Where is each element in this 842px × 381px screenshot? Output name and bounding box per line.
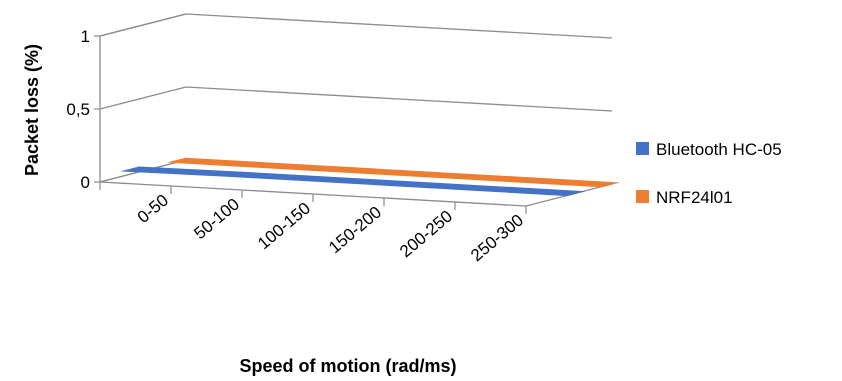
x-tick-label: 50-100 xyxy=(190,195,243,244)
y-axis-ticks: 00,51 xyxy=(66,27,100,192)
y-tick-label: 0,5 xyxy=(66,100,90,119)
gridline xyxy=(99,13,613,39)
x-tick-label: 200-250 xyxy=(396,207,456,262)
legend-label: NRF24l01 xyxy=(656,188,733,207)
series-ribbon-nrf24l01 xyxy=(166,157,621,188)
series-ribbons xyxy=(120,157,621,197)
x-tick-label: 150-200 xyxy=(325,203,385,258)
x-tick-label: 250-300 xyxy=(467,211,527,266)
legend-swatch xyxy=(636,142,649,155)
gridlines xyxy=(99,13,613,185)
x-tick-label: 100-150 xyxy=(254,199,314,254)
x-axis-title: Speed of motion (rad/ms) xyxy=(239,356,456,376)
y-axis-title: Packet loss (%) xyxy=(22,44,42,176)
y-tick-label: 1 xyxy=(81,27,90,46)
legend-label: Bluetooth HC-05 xyxy=(656,140,782,159)
x-tick-label: 0-50 xyxy=(134,191,172,227)
series-ribbon-bluetooth-hc-05 xyxy=(120,166,586,197)
gridline xyxy=(99,86,613,112)
legend-swatch xyxy=(636,190,649,203)
y-tick-label: 0 xyxy=(81,173,90,192)
legend: Bluetooth HC-05 NRF24l01 xyxy=(636,140,782,207)
